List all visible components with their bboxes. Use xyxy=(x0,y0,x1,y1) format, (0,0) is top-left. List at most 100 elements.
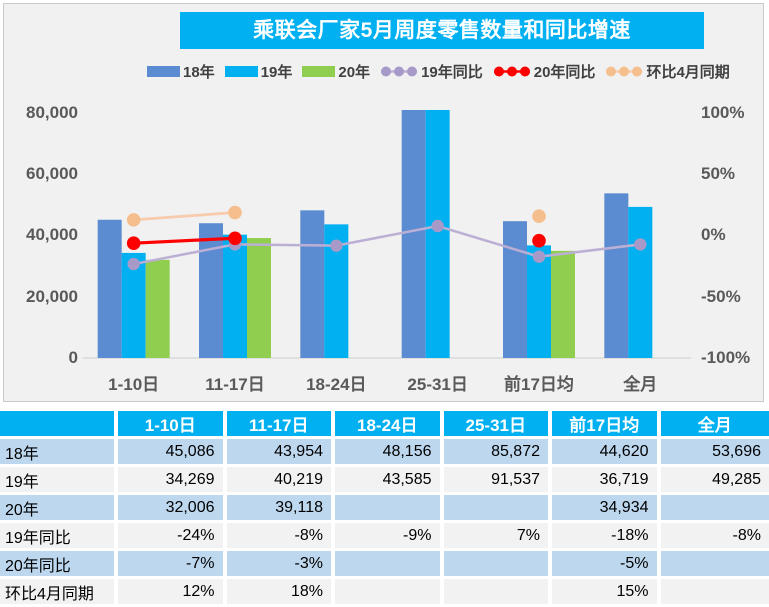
table-row: 19年 34,269 40,219 43,585 91,537 36,719 49,285 xyxy=(0,467,769,495)
x-axis-labels: 1-10日 11-17日 18-24日 25-31日 前17日均 全月 xyxy=(83,370,691,395)
legend-item-line-mom: 环比4月同期 xyxy=(605,61,730,82)
table-cell: 15% xyxy=(552,579,661,607)
table-cell: 32,006 xyxy=(118,495,227,523)
table-cell: -8% xyxy=(660,523,769,551)
x-axis-label: 全月 xyxy=(623,375,658,394)
table-row: 18年 45,086 43,954 48,156 85,872 44,620 53,696 xyxy=(0,439,769,467)
table-cell: -7% xyxy=(118,551,227,579)
table-row: 20年 32,006 39,118 34,934 xyxy=(0,495,769,523)
table-row-label: 19年 xyxy=(0,467,118,495)
table-cell: -9% xyxy=(335,523,444,551)
table-cell xyxy=(443,495,552,523)
table-cell: 48,156 xyxy=(335,439,444,467)
table-cell xyxy=(660,551,769,579)
x-axis-label: 25-31日 xyxy=(407,375,468,394)
bar-18年-25-31日 xyxy=(401,110,426,358)
left-axis-tick: 20,000 xyxy=(26,287,78,306)
left-axis-tick: 60,000 xyxy=(26,164,78,183)
table-cell: 43,954 xyxy=(226,439,335,467)
table-header-cell: 1-10日 xyxy=(118,411,227,439)
bar-19年-1-10日 xyxy=(121,252,146,358)
point-19年同比-18-24日 xyxy=(330,239,343,252)
table-cell xyxy=(443,579,552,607)
table-body: 18年 45,086 43,954 48,156 85,872 44,620 53,696 1… xyxy=(0,439,769,607)
legend-label: 20年同比 xyxy=(533,63,596,81)
table-header-cell: 前17日均 xyxy=(552,411,661,439)
point-环比4月同期-1-10日 xyxy=(126,213,141,227)
bar-19年-全月 xyxy=(628,206,653,358)
right-axis-tick: -50% xyxy=(701,287,741,306)
legend-item-line-20yoy: 20年同比 xyxy=(493,61,596,82)
left-axis-tick: 80,000 xyxy=(26,103,78,122)
table-header-cell: 25-31日 xyxy=(443,411,552,439)
legend-item-bar-20: 20年 xyxy=(302,61,370,82)
table-row-label: 19年同比 xyxy=(0,523,118,551)
table-cell: 12% xyxy=(118,579,227,607)
table-header-cell: 全月 xyxy=(660,411,769,439)
bar-19年-25-31日 xyxy=(425,110,450,358)
table-cell xyxy=(443,551,552,579)
table-cell: 91,537 xyxy=(443,467,552,495)
table-cell: 34,269 xyxy=(118,467,227,495)
right-axis-tick: -100% xyxy=(701,348,751,367)
bar-20年-1-10日 xyxy=(145,259,170,358)
point-20年同比-前17日均 xyxy=(532,233,546,248)
bar-18年-前17日均 xyxy=(503,221,527,358)
table-cell: 49,285 xyxy=(660,467,769,495)
legend-swatch-line-20yoy xyxy=(493,65,531,78)
table-row-label: 环比4月同期 xyxy=(0,579,118,607)
table-cell: -5% xyxy=(552,551,661,579)
table-cell: 43,585 xyxy=(335,467,444,495)
table-cell: 36,719 xyxy=(552,467,661,495)
table-cell: 34,934 xyxy=(552,495,661,523)
table-cell: 85,872 xyxy=(443,439,552,467)
table-header-cell xyxy=(0,411,118,439)
table-cell xyxy=(335,579,444,607)
table-header-row: 1-10日 11-17日 18-24日 25-31日 前17日均 全月 xyxy=(0,411,769,439)
line-环比4月同期 xyxy=(133,211,236,222)
legend-label: 19年 xyxy=(260,63,293,81)
point-19年同比-全月 xyxy=(634,238,647,251)
x-axis-label: 前17日均 xyxy=(504,375,574,394)
table-cell: 45,086 xyxy=(118,439,227,467)
bar-20年-11-17日 xyxy=(247,238,271,358)
line-20年同比 xyxy=(133,236,236,245)
x-axis-label: 1-10日 xyxy=(108,375,160,394)
table-row-label: 18年 xyxy=(0,439,118,467)
legend-swatch-bar-19 xyxy=(224,65,258,77)
legend-swatch-bar-20 xyxy=(302,65,336,77)
left-axis-tick: 0 xyxy=(68,348,78,367)
legend-swatch-line-mom xyxy=(605,65,643,78)
table-header-cell: 11-17日 xyxy=(226,411,335,439)
table-cell: -18% xyxy=(552,523,661,551)
point-19年同比-前17日均 xyxy=(532,250,546,263)
point-19年同比-1-10日 xyxy=(127,257,140,271)
table-cell: 44,620 xyxy=(552,439,661,467)
legend-label: 环比4月同期 xyxy=(646,63,730,81)
legend-item-line-19yoy: 19年同比 xyxy=(380,61,483,82)
legend-label: 19年同比 xyxy=(421,63,483,81)
table-cell xyxy=(335,495,444,523)
table-cell: 18% xyxy=(226,579,335,607)
table-cell xyxy=(660,495,769,523)
table-row-label: 20年 xyxy=(0,495,118,523)
x-axis-label: 11-17日 xyxy=(205,375,265,394)
legend-swatch-bar-18 xyxy=(147,65,180,77)
table-cell: 39,118 xyxy=(226,495,335,523)
table-header-cell: 18-24日 xyxy=(335,411,444,439)
table-cell xyxy=(660,579,769,607)
right-axis-tick: 100% xyxy=(701,103,745,122)
legend-item-bar-18: 18年 xyxy=(147,61,215,82)
bar-18年-18-24日 xyxy=(300,210,325,358)
bar-19年-11-17日 xyxy=(223,234,247,358)
right-axis-tick: 0% xyxy=(701,225,726,244)
legend-swatch-line-19yoy xyxy=(380,65,418,78)
point-20年同比-1-10日 xyxy=(126,236,141,250)
table-row: 20年同比 -7% -3% -5% xyxy=(0,551,769,579)
line-19年同比 xyxy=(133,224,641,266)
table-cell: -24% xyxy=(118,523,227,551)
data-table: 1-10日 11-17日 18-24日 25-31日 前17日均 全月 18年 45,086… xyxy=(0,411,769,607)
left-axis-tick: 40,000 xyxy=(26,225,78,244)
chart-title: 乘联会厂家5月周度零售数量和同比增速 xyxy=(180,12,704,49)
table-row: 19年同比 -24% -8% -9% 7% -18% -8% xyxy=(0,523,769,551)
